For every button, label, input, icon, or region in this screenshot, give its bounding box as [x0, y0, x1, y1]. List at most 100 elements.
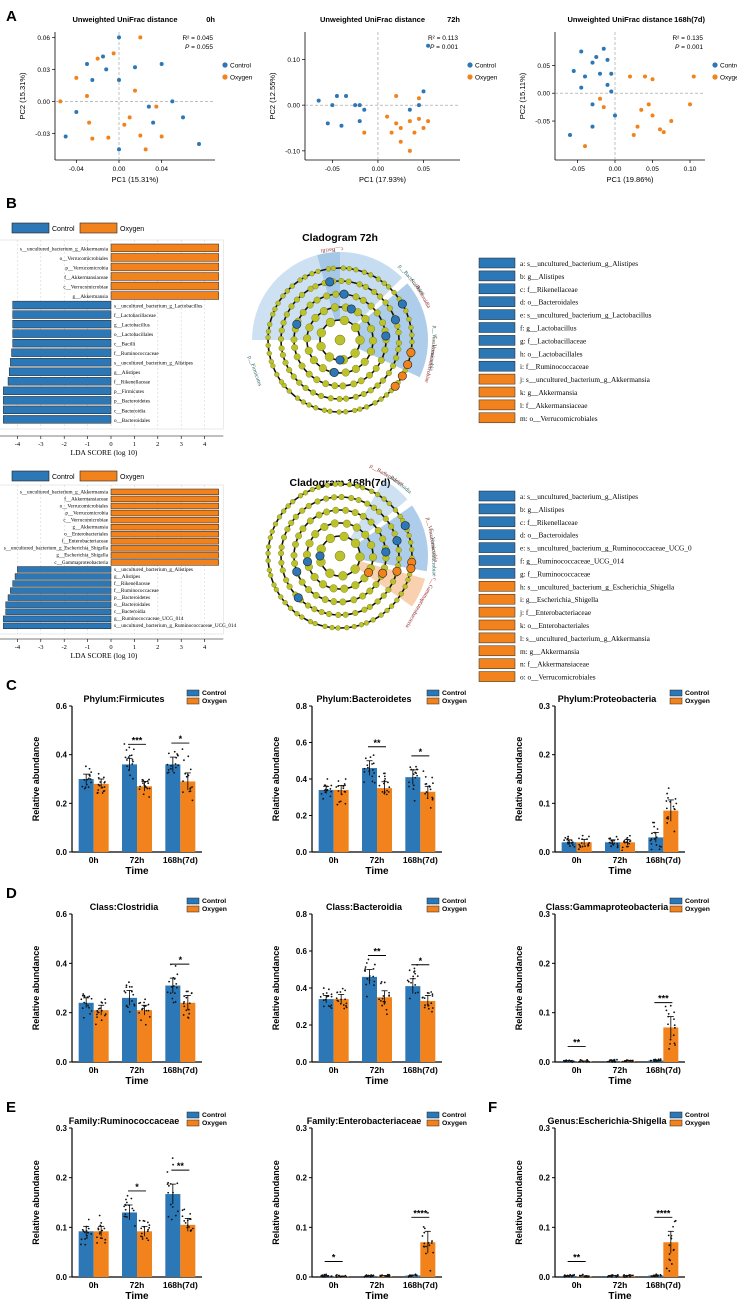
y-tick-label: 0.2 — [296, 1021, 308, 1030]
data-dot — [125, 986, 128, 989]
data-dot — [186, 1224, 189, 1227]
cladogram-legend-swatch — [478, 568, 516, 579]
data-dot — [337, 785, 340, 788]
oxygen-point — [407, 119, 412, 124]
data-dot — [570, 1276, 573, 1278]
lda-bar — [110, 253, 219, 262]
data-dot — [384, 777, 386, 780]
data-dot — [141, 1238, 144, 1240]
data-dot — [626, 836, 629, 839]
data-dot — [427, 1242, 430, 1244]
data-dot — [187, 1017, 190, 1019]
data-dot — [363, 770, 366, 773]
lda-bar — [110, 262, 219, 272]
data-dot — [628, 1060, 631, 1063]
data-dot — [567, 837, 569, 840]
cladogram-node — [370, 504, 377, 511]
data-dot — [132, 993, 135, 996]
cladogram-node — [325, 533, 335, 544]
pcoa-plot: Unweighted UniFrac distance 168h(7d) -0.05… — [518, 15, 737, 184]
y-tick-label: 0.3 — [56, 1124, 68, 1133]
cladogram-node — [306, 402, 312, 408]
x-tick-label: 72h — [370, 1280, 385, 1290]
data-dot — [142, 782, 144, 784]
cladogram-legend-text: e: s__uncultured_bacterium_g_Lactobacill… — [520, 311, 652, 320]
x-axis-label: Time — [608, 866, 632, 877]
data-dot — [579, 1058, 582, 1061]
cladogram-node — [391, 289, 397, 296]
control-clade-node — [315, 551, 325, 561]
data-dot — [665, 1009, 668, 1012]
lda-bar — [110, 509, 219, 517]
oxygen-clade-node — [392, 566, 402, 576]
data-dot — [103, 781, 106, 783]
y-tick-label: 0.10 — [287, 57, 300, 64]
data-dot — [324, 784, 327, 787]
cladogram-node — [391, 530, 398, 537]
p-value: = 0.001 — [434, 44, 458, 51]
data-dot — [345, 1005, 347, 1007]
cladogram-legend-text: m: o__Verrucomicrobiales — [520, 414, 598, 423]
data-dot — [130, 990, 133, 993]
data-dot — [327, 1004, 330, 1007]
y-tick-label: 0.00 — [37, 99, 50, 106]
cladogram-node — [336, 395, 343, 402]
y-axis-label: Relative abundance — [271, 946, 281, 1031]
lda-tick-label: 1 — [133, 644, 136, 651]
data-dot — [414, 776, 417, 779]
lda-bar — [110, 272, 219, 281]
cladogram-node — [337, 481, 344, 487]
data-dot — [650, 838, 653, 841]
data-dot — [101, 1229, 104, 1232]
data-dot — [129, 774, 131, 777]
data-dot — [569, 1273, 572, 1276]
y-tick-label: 0.3 — [539, 702, 551, 711]
cladogram-node — [290, 373, 297, 380]
data-dot — [326, 785, 328, 788]
y-tick-label: 0.6 — [56, 910, 68, 919]
cladogram-node — [376, 508, 383, 515]
lda-bar-label: s__uncultured_bacterium_g_Lactobacillus — [114, 303, 202, 309]
lda-bar-label: f__Rikenellaceae — [114, 379, 151, 386]
chart-title: Class:Gammaproteobacteria — [546, 902, 670, 912]
cladogram-node — [395, 329, 402, 336]
data-dot — [409, 766, 412, 769]
chart-title: Phylum:Bacteroidetes — [316, 694, 411, 704]
data-dot — [674, 1044, 676, 1046]
control-point — [133, 65, 137, 70]
cladogram-node — [331, 494, 338, 501]
chart-legend-oxygen-swatch — [426, 1119, 440, 1127]
data-dot — [416, 768, 419, 771]
cladogram-legend-swatch — [478, 322, 516, 333]
data-dot — [655, 1060, 658, 1063]
data-dot — [126, 1194, 129, 1197]
cladogram-node — [330, 265, 336, 271]
data-dot — [627, 1274, 630, 1277]
lda-bar-label: f__Ruminococcaceae — [114, 587, 159, 594]
lda-bar-label: o__Enterobacteriales — [64, 532, 108, 538]
chart-legend-control-label: Control — [442, 898, 466, 905]
data-dot — [571, 844, 574, 846]
significance-stars: ** — [373, 947, 381, 957]
cladogram-legend-swatch — [478, 399, 516, 411]
data-dot — [378, 998, 381, 1001]
y-axis-label: Relative abundance — [31, 1160, 41, 1245]
cladogram-node — [361, 269, 367, 275]
data-dot — [90, 771, 93, 774]
data-dot — [654, 831, 656, 834]
pcoa-plot: Unweighted UniFrac distance 72h -0.05 0.00 0… — [268, 15, 498, 184]
y-tick-label: 0.00 — [537, 91, 550, 98]
x-tick-label: 168h(7d) — [163, 1280, 198, 1290]
oxygen-point — [74, 75, 79, 80]
cladogram-node — [281, 382, 287, 388]
data-dot — [172, 1191, 174, 1194]
data-dot — [130, 1197, 133, 1200]
cladogram-legend-swatch — [478, 309, 516, 320]
data-dot — [667, 787, 670, 790]
cladogram-node — [316, 328, 326, 338]
cladogram-legend-text: b: g__Alistipes — [520, 505, 565, 514]
pcoa-title: Unweighted UniFrac distance — [72, 15, 177, 24]
data-dot — [338, 801, 341, 803]
lda-bar-label: g__Akkermansia — [73, 294, 109, 300]
control-point — [416, 103, 421, 108]
